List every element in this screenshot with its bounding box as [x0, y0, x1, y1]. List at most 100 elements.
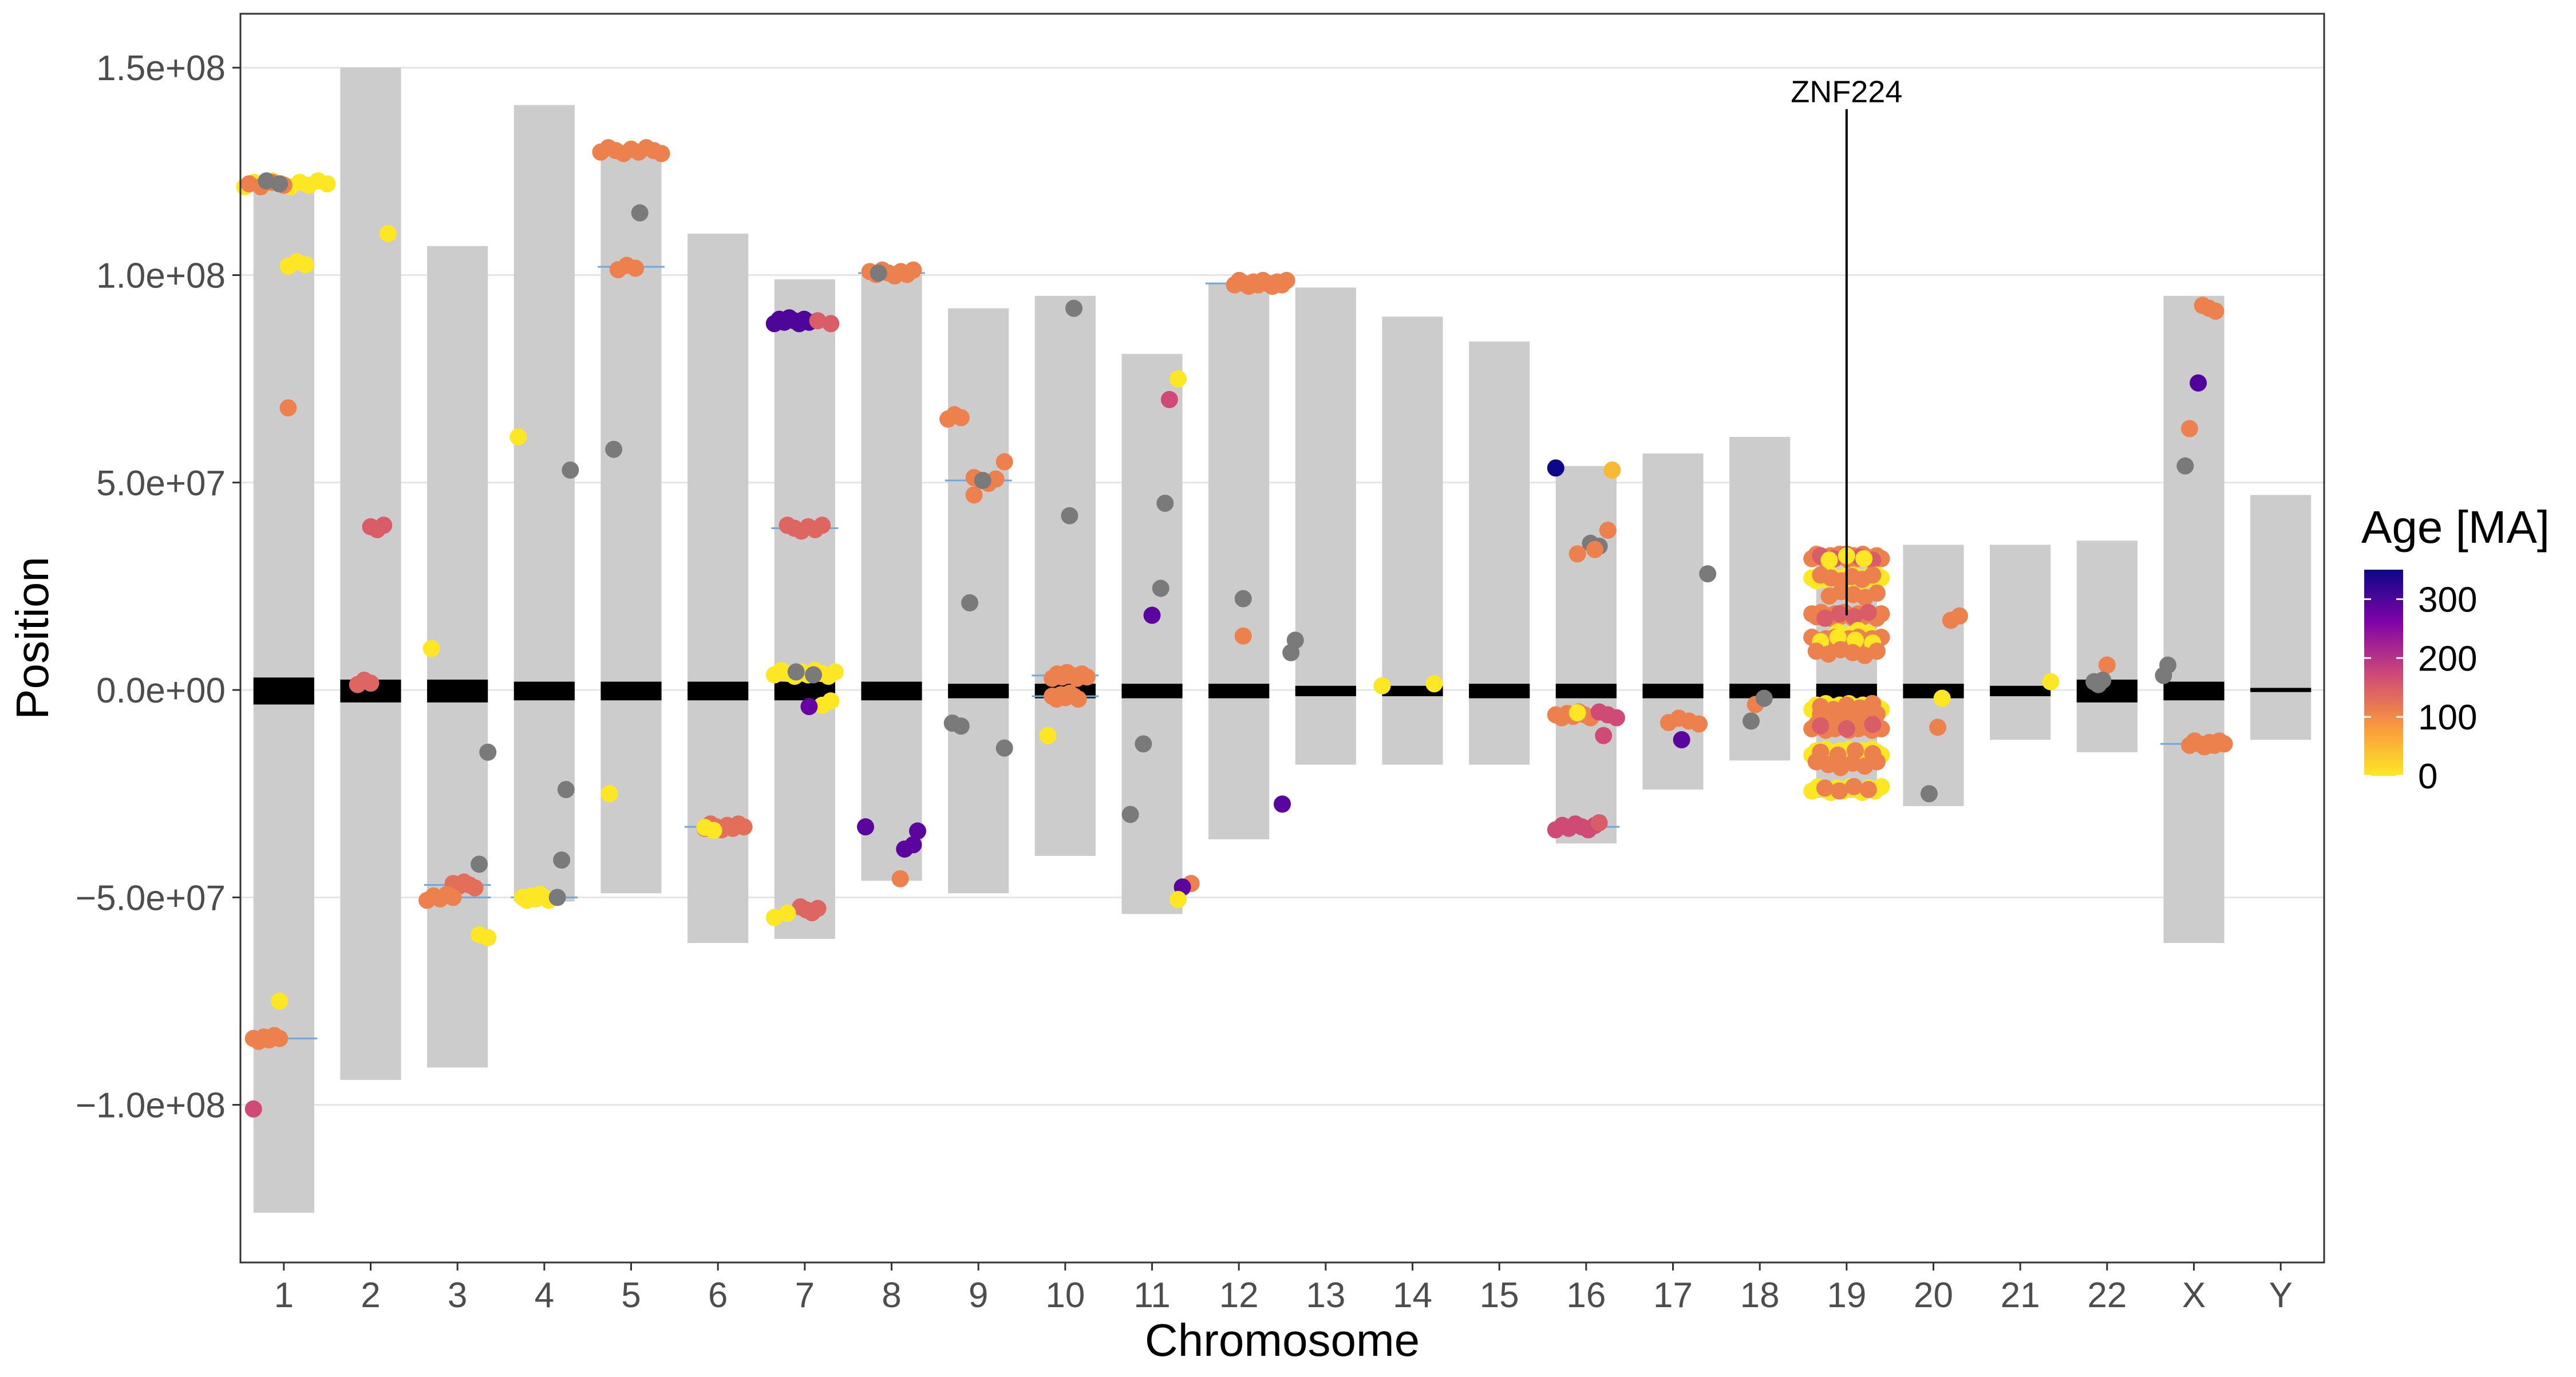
y-tick-label: −1.0e+08 — [76, 1086, 226, 1126]
centromere-Y — [2250, 688, 2312, 692]
chromosome-bar-7 — [774, 279, 835, 939]
gene-point — [1234, 627, 1252, 645]
gene-point — [1039, 727, 1057, 744]
chromosome-bar-14 — [1382, 316, 1443, 765]
gene-point — [279, 399, 297, 417]
gene-point — [1160, 390, 1178, 408]
chromosome-bar-17 — [1642, 453, 1704, 790]
gene-point — [705, 822, 722, 839]
x-tick-label: 10 — [1045, 1276, 1085, 1315]
gene-point — [2215, 735, 2233, 753]
plot-panel-border — [239, 13, 2325, 1264]
gene-point — [1143, 606, 1161, 624]
chromosome-bar-Y — [2250, 495, 2312, 740]
centromere-15 — [1469, 684, 1530, 699]
centromere-16 — [1555, 684, 1617, 699]
centromere-11 — [1121, 684, 1183, 699]
gene-point — [2098, 656, 2116, 674]
centromere-3 — [427, 679, 488, 703]
gene-point — [1855, 550, 1873, 567]
gene-point — [1234, 590, 1252, 607]
x-tick-label: X — [2182, 1276, 2206, 1315]
annotation-label: ZNF224 — [1791, 75, 1902, 109]
gene-point — [1929, 719, 1947, 736]
legend-tick-label: 100 — [2418, 698, 2477, 737]
gene-point — [444, 889, 462, 906]
gene-point — [1078, 668, 1096, 686]
gene-point — [297, 256, 314, 274]
chromosome-bar-12 — [1208, 283, 1270, 839]
gene-point — [379, 225, 397, 243]
gene-point — [805, 666, 822, 684]
chromosome-bars — [253, 68, 2312, 1213]
x-tick-label: Y — [2269, 1276, 2292, 1315]
gene-point — [1864, 566, 1882, 584]
age-legend: Age [MA] 300 200 100 0 — [2361, 502, 2550, 796]
gene-point — [509, 428, 527, 446]
gene-point — [1872, 605, 1890, 623]
x-tick-label: 22 — [2087, 1276, 2127, 1315]
gene-point — [779, 904, 796, 922]
centromere-4 — [513, 681, 575, 701]
legend-colorbar — [2364, 570, 2403, 776]
gene-point — [1859, 780, 1877, 798]
x-tick-label: 1 — [274, 1276, 294, 1315]
gene-point — [1121, 806, 1139, 823]
gene-point — [1568, 704, 1586, 721]
gene-point — [995, 453, 1013, 471]
gene-point — [1170, 370, 1187, 388]
gene-point — [1920, 785, 1938, 803]
gene-point — [1755, 689, 1773, 707]
gene-point — [822, 692, 840, 710]
gene-point — [891, 870, 909, 887]
gene-point — [653, 145, 670, 163]
centromere-21 — [1990, 685, 2051, 696]
gene-point — [1282, 644, 1300, 661]
chromosome-bar-21 — [1990, 545, 2051, 740]
legend-ticks: 300 200 100 0 — [2364, 580, 2477, 796]
gene-point — [1820, 551, 1838, 569]
gene-point — [2155, 666, 2172, 684]
chromosome-bar-10 — [1034, 295, 1096, 856]
chromosome-bar-18 — [1729, 437, 1791, 761]
gene-point — [1868, 584, 1886, 602]
y-tick-label: 1.5e+08 — [96, 49, 226, 88]
gene-point — [479, 929, 497, 946]
x-tick-label: 9 — [969, 1276, 988, 1315]
gene-point — [1170, 890, 1187, 908]
centromere-20 — [1903, 684, 1964, 699]
gene-point — [557, 780, 575, 798]
y-axis-title: Position — [7, 557, 58, 720]
gene-point — [1156, 495, 1174, 512]
x-tick-label: 16 — [1566, 1276, 1606, 1315]
centromere-5 — [600, 681, 662, 701]
chromosome-bar-X — [2163, 295, 2225, 944]
x-tick-label: 14 — [1393, 1276, 1432, 1315]
y-tick-label: −5.0e+07 — [76, 878, 226, 918]
chromosome-bar-20 — [1903, 545, 1964, 806]
chromosome-bar-9 — [948, 308, 1009, 894]
centromere-9 — [948, 684, 1009, 699]
gene-point — [1135, 735, 1152, 753]
x-tick-label: 17 — [1653, 1276, 1693, 1315]
centromere-6 — [688, 681, 749, 701]
x-tick-label: 5 — [621, 1276, 641, 1315]
gene-point — [631, 204, 649, 222]
x-tick-label: 2 — [361, 1276, 380, 1315]
gene-point — [548, 889, 566, 906]
centromere-12 — [1208, 684, 1270, 699]
gene-point — [422, 640, 440, 657]
gene-point — [271, 992, 289, 1010]
legend-title: Age [MA] — [2361, 502, 2550, 553]
gene-point — [1568, 545, 1586, 563]
chromosome-bar-11 — [1121, 354, 1183, 914]
gene-point — [2190, 374, 2207, 392]
x-tick-label: 18 — [1740, 1276, 1780, 1315]
gene-point — [904, 836, 922, 854]
centromere-X — [2163, 681, 2225, 701]
x-tick-label: 15 — [1480, 1276, 1519, 1315]
gene-point — [1603, 461, 1621, 479]
gene-point — [1065, 299, 1082, 317]
x-tick-label: 12 — [1219, 1276, 1259, 1315]
